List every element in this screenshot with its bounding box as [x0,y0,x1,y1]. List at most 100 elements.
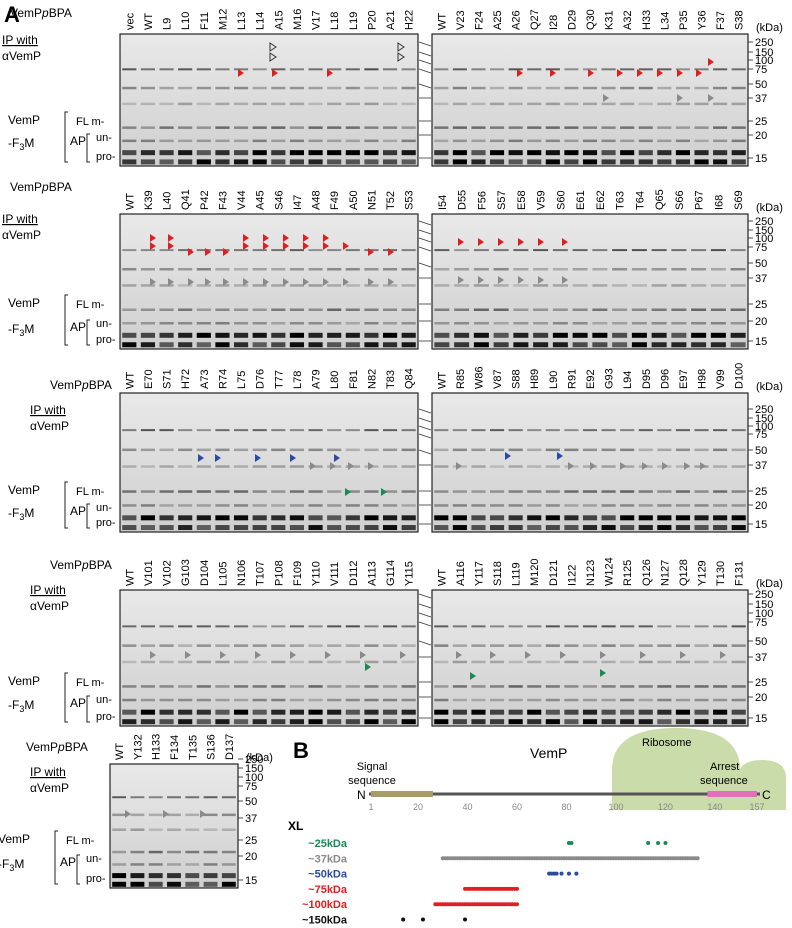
gel-band [671,308,687,311]
gel-band [382,685,398,688]
gel-band [401,268,416,271]
gel-band [178,644,193,647]
gel-band [382,139,398,143]
gel-band [252,249,267,252]
marker-connector [418,640,432,646]
gel-band [148,873,163,879]
gel-band [452,660,467,664]
gel-band [364,332,379,338]
gel-band [308,644,323,647]
red-arrowhead [283,234,289,242]
gel-band [364,249,379,252]
green-arrowhead [381,488,387,496]
gel-band [382,448,398,452]
gel-band [271,660,286,664]
gel-band [452,68,467,71]
blot-row: VemPpBPA IP with αVemP WT E70 S71 H72 A73 R74 L75… [8,363,783,533]
gel-band [651,284,667,287]
gel-band [345,490,360,493]
gel-band [694,644,709,647]
gel-band [364,342,379,348]
gel-band [508,159,523,165]
blue-arrowhead [215,454,221,462]
gel-band [638,448,653,452]
gel-band [401,102,416,106]
gel-band [489,139,505,143]
gel-band [657,429,672,432]
gel-band [112,873,127,879]
lane-label: F56 [476,191,488,210]
gel-band [694,150,709,156]
marker-connector [418,41,432,47]
gel-band [489,68,505,71]
gel-band [601,159,616,165]
gel-band [601,102,616,106]
gel-band [675,139,691,143]
f3m-row-label: -F3M [8,698,34,714]
gel-band [159,625,174,628]
gel-band [130,873,145,879]
gel-band [620,126,635,129]
gel-band [434,322,450,325]
gel-band [364,709,379,715]
lane-label: I47 [292,195,304,210]
gel-band [215,709,230,715]
gel-band [308,268,323,271]
gel-band [582,150,598,156]
gel-band [122,625,137,628]
gel-band [140,465,156,468]
red-arrowhead [562,238,568,246]
kda-label: (kDa) [756,381,783,393]
ip-antibody-label: αVemP [2,49,41,63]
lane-label: S66 [674,190,686,210]
gel-band [308,490,323,493]
gel-band [582,515,598,521]
ap-bracket [86,133,90,163]
gel-band [233,709,249,715]
lane-label: A32 [622,10,634,30]
gel-band [527,86,542,90]
red-arrowhead [327,69,333,77]
gray-arrowhead [263,278,269,286]
gel-band [130,850,145,854]
f3m-row-label: -F3M [0,857,24,873]
gel-band [112,796,127,799]
gel-band [271,625,286,628]
gel-band [215,644,230,647]
lane-label: N51 [366,190,378,210]
gel-band [140,342,156,348]
gel-band [638,660,653,664]
gel-band [364,625,379,628]
blue-arrowhead [557,452,563,460]
gel-band [308,429,323,432]
marker-connector [418,417,432,423]
gel-band [454,342,470,348]
gel-band [730,284,746,287]
gel-band [489,159,505,165]
ap-bracket [76,854,80,885]
marker-label: 250 [755,404,773,416]
gel-band [364,102,379,106]
lane-label: A79 [311,369,323,389]
gel-band [178,86,193,90]
gel-band [289,719,305,725]
gel-band [233,308,249,311]
xl-row-label: ~75kDa [308,884,348,896]
gel-band [185,813,200,817]
lane-label: F49 [329,191,341,210]
gel-band [122,719,137,725]
gel-band [271,685,286,688]
gel-band [196,698,211,702]
gel-band [364,448,379,452]
red-arrowhead [283,242,289,250]
gel-band [434,465,449,468]
gel-band [471,709,486,715]
gel-band [345,448,360,452]
lane-label: A50 [348,190,360,210]
pro-label: pro- [96,151,116,163]
gel-band [271,322,286,325]
tick-label: 140 [707,802,722,812]
gel-band [203,873,218,879]
gel-band [694,159,709,165]
gel-band [178,159,193,165]
